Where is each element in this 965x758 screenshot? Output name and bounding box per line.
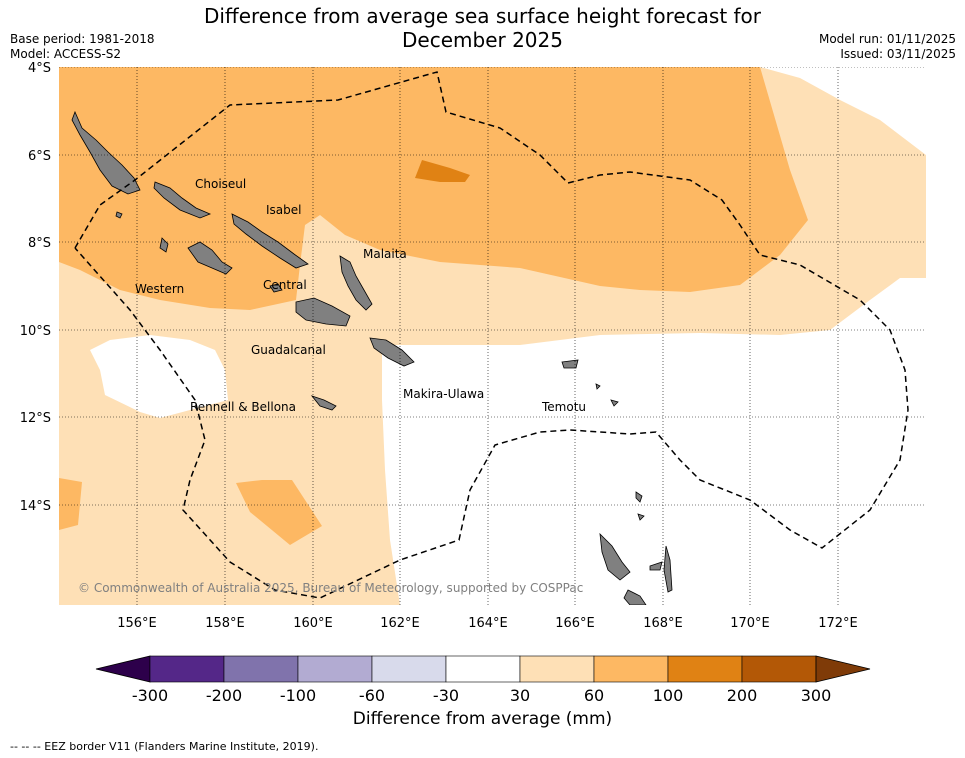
field-white-east <box>382 278 926 605</box>
label-temotu: Temotu <box>541 400 586 414</box>
eez-border-solomon <box>74 71 909 599</box>
colorbar-swatch-3 <box>297 655 373 683</box>
title-line-2: December 2025 <box>402 28 563 52</box>
islands <box>71 110 673 605</box>
lon-label-160e: 160°E <box>293 616 333 631</box>
colorbar-tick-label: -300 <box>132 686 168 705</box>
colorbar-tick-label: -100 <box>280 686 316 705</box>
island-vanikoro <box>610 399 619 407</box>
colorbar-swatch-9 <box>741 655 817 683</box>
island-makira <box>369 337 415 367</box>
label-malaita: Malaita <box>363 247 407 261</box>
lon-label-158e: 158°E <box>205 616 245 631</box>
colorbar-swatch-8 <box>667 655 743 683</box>
label-central: Central <box>263 278 307 292</box>
lat-axis: 4°S 6°S 8°S 10°S 12°S 14°S <box>20 61 51 514</box>
colorbar-tick-label: -200 <box>206 686 242 705</box>
island-malaita <box>339 255 373 311</box>
forecast-map: Choiseul Isabel Malaita Western Central … <box>20 61 926 631</box>
colorbar-tick-label: 30 <box>510 686 530 705</box>
label-rennell: Rennell & Bellona <box>190 400 296 414</box>
field-60-100-south <box>236 480 322 545</box>
label-guadalcanal: Guadalcanal <box>251 343 326 357</box>
lon-label-162e: 162°E <box>380 616 420 631</box>
place-labels: Choiseul Isabel Malaita Western Central … <box>135 177 586 414</box>
island-maewo <box>663 545 673 593</box>
island-shortland <box>115 211 123 219</box>
island-vella <box>159 237 169 253</box>
island-santacruz <box>561 359 579 369</box>
island-malekula <box>623 589 647 605</box>
colorbar-swatch-4 <box>371 655 447 683</box>
island-choiseul <box>153 181 212 219</box>
meta-right: Model run: 01/11/2025 Issued: 03/11/2025 <box>819 32 956 62</box>
label-makira: Makira-Ulawa <box>403 387 484 401</box>
colorbar-tick-label: -30 <box>433 686 459 705</box>
field-100-200-north <box>415 160 470 182</box>
colorbar-tick-label: 300 <box>801 686 832 705</box>
island-banks <box>637 513 645 521</box>
lat-label-6s: 6°S <box>28 149 51 164</box>
colorbar-title: Difference from average (mm) <box>352 709 613 729</box>
colorbar-tick-label: -60 <box>359 686 385 705</box>
gridlines <box>59 67 926 605</box>
map-fields: Choiseul Isabel Malaita Western Central … <box>59 67 926 605</box>
copyright-text: © Commonwealth of Australia 2025, Bureau… <box>78 581 583 595</box>
lon-label-170e: 170°E <box>730 616 770 631</box>
colorbar-swatch-6 <box>519 655 595 683</box>
base-period-text: Base period: 1981-2018 <box>10 32 155 46</box>
island-rennell <box>310 395 337 411</box>
lon-label-164e: 164°E <box>468 616 508 631</box>
colorbar: -300 -200 -100 -60 -30 30 60 100 200 300 <box>95 655 871 705</box>
field-60-100-north <box>59 67 808 310</box>
colorbar-swatch-1 <box>149 655 225 683</box>
lon-axis: 156°E 158°E 160°E 162°E 164°E 166°E 168°… <box>117 616 858 631</box>
island-florida <box>269 283 283 293</box>
meta-left: Base period: 1981-2018 Model: ACCESS-S2 <box>10 32 155 62</box>
colorbar-swatches <box>95 655 871 683</box>
colorbar-under-arrow <box>95 655 151 683</box>
lat-label-12s: 12°S <box>20 411 51 426</box>
colorbar-swatch-2 <box>223 655 299 683</box>
field-white-northeast <box>760 67 926 155</box>
lon-label-168e: 168°E <box>643 616 683 631</box>
island-ambae <box>649 561 663 571</box>
model-text: Model: ACCESS-S2 <box>10 47 122 61</box>
label-isabel: Isabel <box>266 203 301 217</box>
island-espiritu <box>599 532 631 581</box>
lon-label-156e: 156°E <box>117 616 157 631</box>
eez-legend-note: -- -- -- EEZ border V11 (Flanders Marine… <box>10 740 319 753</box>
title-line-1: Difference from average sea surface heig… <box>203 4 762 28</box>
colorbar-ticks: -300 -200 -100 -60 -30 30 60 100 200 300 <box>132 686 831 705</box>
chart-title: Difference from average sea surface heig… <box>0 4 965 52</box>
model-run-text: Model run: 01/11/2025 <box>818 32 956 46</box>
colorbar-tick-label: 100 <box>653 686 684 705</box>
lon-label-166e: 166°E <box>555 616 595 631</box>
issued-text: Issued: 03/11/2025 <box>840 47 956 61</box>
island-newgeorgia <box>187 241 233 275</box>
label-choiseul: Choiseul <box>195 177 246 191</box>
lon-label-172e: 172°E <box>818 616 858 631</box>
island-utupua <box>595 383 601 390</box>
colorbar-swatch-7 <box>593 655 669 683</box>
lat-label-14s: 14°S <box>20 499 51 514</box>
field-60-100-southwest <box>59 478 82 530</box>
label-western: Western <box>135 282 184 296</box>
island-isabel <box>231 213 309 269</box>
island-torres <box>635 491 643 503</box>
island-bougainville <box>71 110 141 195</box>
colorbar-tick-label: 200 <box>727 686 758 705</box>
lat-label-4s: 4°S <box>28 61 51 76</box>
colorbar-swatch-5 <box>445 655 521 683</box>
island-guadalcanal <box>295 297 351 327</box>
lat-label-8s: 8°S <box>28 236 51 251</box>
colorbar-tick-label: 60 <box>584 686 604 705</box>
colorbar-over-arrow <box>815 655 871 683</box>
lat-label-10s: 10°S <box>20 324 51 339</box>
